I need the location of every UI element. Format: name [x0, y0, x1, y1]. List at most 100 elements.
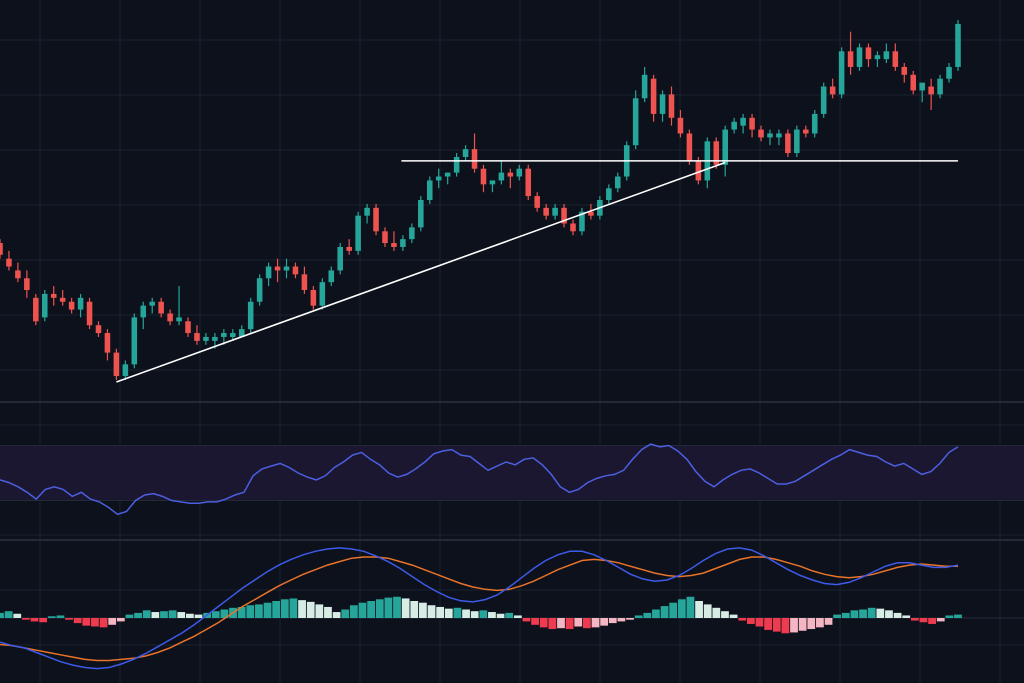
rsi-pane[interactable]	[0, 443, 1024, 516]
candle-body	[265, 266, 272, 279]
macd-histogram-bar	[427, 605, 436, 618]
candle-body	[95, 325, 102, 334]
candle-body	[400, 239, 406, 247]
macd-histogram-bar	[945, 615, 954, 618]
macd-histogram-bar	[548, 618, 557, 630]
candle-body	[856, 47, 863, 67]
candle-body	[955, 23, 961, 67]
macd-histogram-bar	[824, 618, 833, 625]
candle-body	[946, 66, 952, 79]
candle-body	[328, 270, 335, 283]
candle-body	[77, 297, 84, 310]
candle-body	[203, 336, 209, 341]
macd-histogram-bar	[444, 608, 453, 618]
macd-histogram-bar	[876, 608, 885, 618]
candle-body	[534, 196, 540, 208]
macd-histogram-bar	[755, 618, 764, 627]
macd-histogram-bar	[255, 604, 263, 618]
macd-histogram-bar	[324, 606, 332, 618]
candle-body	[677, 117, 684, 134]
candle-body	[33, 297, 39, 322]
macd-histogram-bar	[772, 618, 781, 632]
candle-body	[426, 180, 433, 200]
candle-body	[337, 246, 343, 271]
macd-histogram-bar	[220, 609, 229, 618]
candle-body	[767, 133, 773, 138]
macd-histogram-bar	[263, 602, 272, 618]
price-pane[interactable]	[0, 20, 961, 380]
candle-body	[113, 352, 120, 377]
candle-body	[910, 74, 917, 91]
macd-histogram-bar	[39, 618, 48, 623]
macd-histogram-bar	[600, 618, 609, 626]
candle-body	[292, 266, 299, 275]
macd-histogram-bar	[332, 612, 341, 618]
macd-histogram-bar	[47, 616, 56, 618]
macd-histogram-bar	[764, 618, 773, 630]
macd-histogram-bar	[902, 615, 911, 618]
macd-histogram-bar	[436, 606, 445, 618]
candle-body	[480, 168, 487, 185]
candle-body	[838, 51, 845, 95]
candle-body	[650, 78, 657, 114]
macd-histogram-bar	[833, 614, 842, 618]
macd-histogram-bar	[168, 610, 177, 618]
macd-histogram-bar	[531, 618, 539, 625]
candle-body	[641, 74, 648, 99]
macd-histogram-bar	[859, 609, 867, 618]
candle-body	[409, 227, 415, 240]
candle-body	[883, 51, 890, 60]
rsi-line	[0, 443, 959, 516]
macd-histogram-bar	[375, 599, 384, 618]
macd-histogram-bar	[557, 618, 565, 629]
macd-histogram-bar	[781, 618, 790, 634]
macd-histogram-bar	[867, 607, 876, 618]
macd-histogram-bar	[816, 618, 824, 628]
macd-histogram-bar	[479, 610, 488, 618]
macd-histogram-bar	[410, 601, 419, 618]
macd-histogram-bar	[643, 612, 652, 618]
candle-body	[6, 258, 12, 267]
macd-histogram-bar	[358, 602, 367, 618]
candle-body	[803, 129, 809, 134]
candle-body	[794, 129, 800, 154]
macd-histogram-bar	[453, 607, 462, 618]
candle-body	[516, 168, 523, 177]
candle-body	[15, 270, 21, 279]
candle-body	[59, 297, 66, 302]
macd-histogram-bar	[695, 601, 703, 618]
candle-body	[471, 149, 478, 169]
rsi-band	[0, 445, 1024, 501]
candle-body	[695, 160, 702, 181]
macd-histogram-bar	[539, 618, 548, 628]
macd-histogram-bar	[289, 598, 298, 618]
candle-body	[937, 78, 943, 95]
candle-body	[86, 301, 93, 326]
candle-body	[50, 293, 57, 298]
macd-histogram-bar	[160, 611, 168, 618]
macd-histogram-bar	[462, 609, 470, 618]
macd-histogram-bar	[367, 601, 376, 618]
macd-histogram-bar	[142, 610, 151, 618]
candle-body	[928, 86, 934, 95]
candle-body	[382, 231, 388, 244]
candle-body	[194, 333, 200, 341]
macd-histogram-bar	[807, 618, 816, 630]
macd-pane[interactable]	[0, 547, 1024, 670]
macd-signal-line	[0, 556, 958, 662]
candle-body	[418, 200, 424, 228]
candle-body	[865, 47, 872, 60]
macd-histogram-bar	[617, 618, 626, 622]
candle-body	[811, 113, 818, 134]
candle-body	[140, 305, 147, 318]
candle-body	[444, 172, 451, 177]
macd-histogram-bar	[703, 604, 712, 618]
macd-histogram-bar	[513, 615, 522, 618]
candle-body	[820, 86, 827, 114]
candle-body	[847, 51, 854, 67]
trendline-drawings[interactable]	[116, 160, 958, 383]
macd-histogram-bar	[712, 607, 721, 618]
candle-body	[274, 266, 281, 271]
